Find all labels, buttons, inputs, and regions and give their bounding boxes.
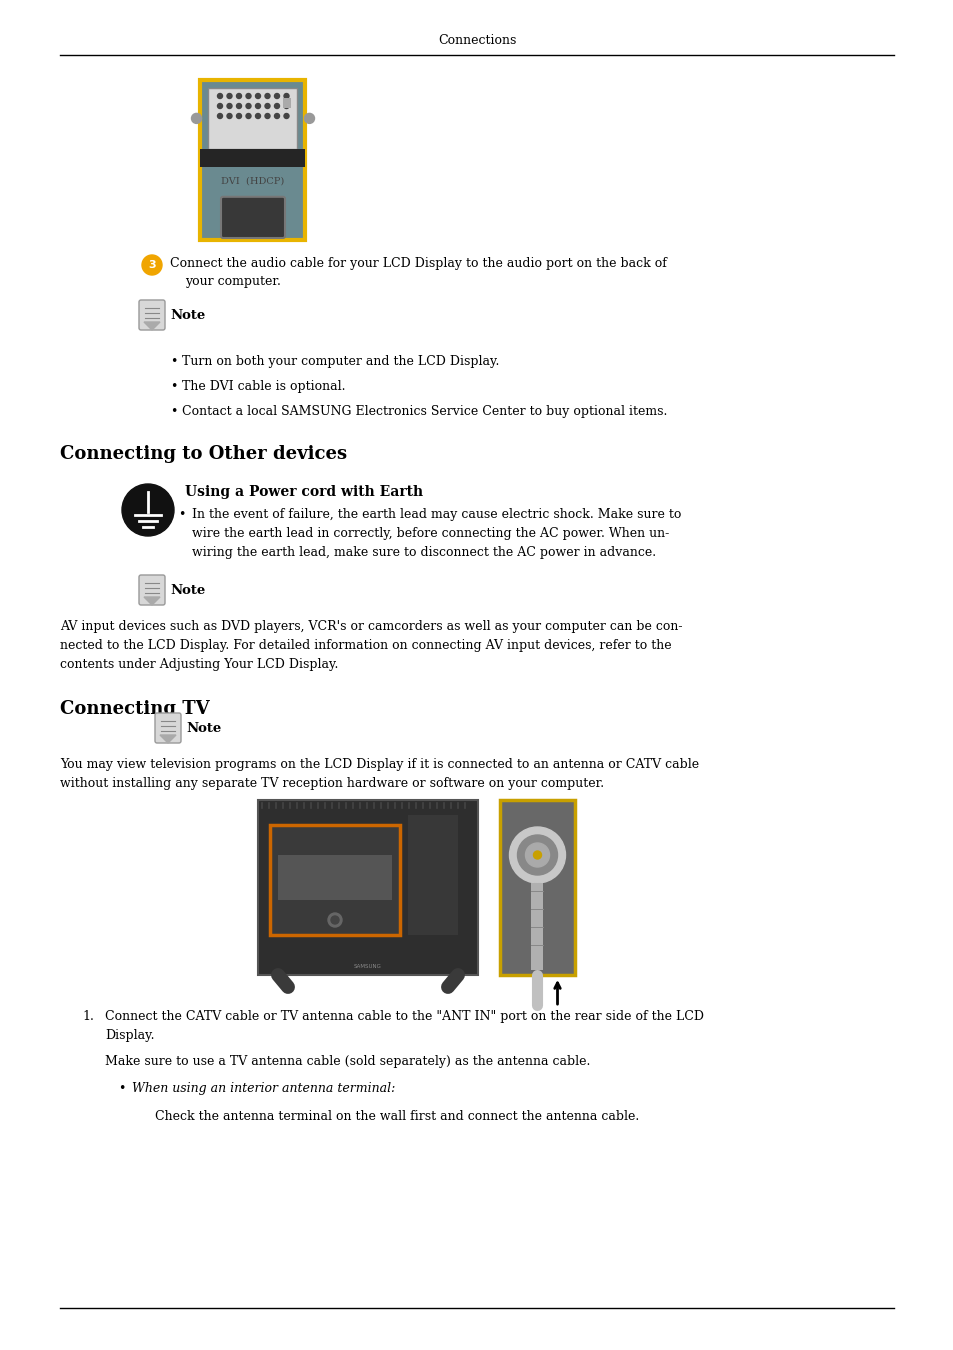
FancyBboxPatch shape — [257, 801, 477, 975]
FancyBboxPatch shape — [531, 883, 543, 971]
Text: •: • — [170, 379, 177, 393]
Circle shape — [284, 104, 289, 108]
Text: Connecting to Other devices: Connecting to Other devices — [60, 446, 347, 463]
Text: Connect the CATV cable or TV antenna cable to the "ANT IN" port on the rear side: Connect the CATV cable or TV antenna cab… — [105, 1010, 703, 1042]
Text: You may view television programs on the LCD Display if it is connected to an ant: You may view television programs on the … — [60, 757, 699, 790]
Circle shape — [122, 485, 173, 536]
Text: Using a Power cord with Earth: Using a Power cord with Earth — [185, 485, 423, 500]
Text: Note: Note — [170, 585, 205, 597]
Circle shape — [217, 113, 222, 119]
FancyBboxPatch shape — [209, 88, 297, 148]
Circle shape — [255, 104, 260, 108]
Circle shape — [509, 828, 565, 883]
Polygon shape — [144, 323, 160, 329]
Circle shape — [227, 113, 232, 119]
Circle shape — [255, 93, 260, 99]
Text: DVI  (HDCP): DVI (HDCP) — [221, 177, 284, 185]
Circle shape — [331, 917, 338, 923]
Text: 3: 3 — [148, 261, 155, 270]
Circle shape — [274, 113, 279, 119]
Circle shape — [517, 836, 557, 875]
Circle shape — [304, 113, 314, 123]
Text: Contact a local SAMSUNG Electronics Service Center to buy optional items.: Contact a local SAMSUNG Electronics Serv… — [182, 405, 667, 418]
Circle shape — [284, 113, 289, 119]
Text: •: • — [170, 355, 177, 369]
Circle shape — [192, 113, 201, 123]
Circle shape — [142, 255, 162, 275]
Circle shape — [236, 113, 241, 119]
Text: Turn on both your computer and the LCD Display.: Turn on both your computer and the LCD D… — [182, 355, 498, 369]
Circle shape — [265, 104, 270, 108]
Text: In the event of failure, the earth lead may cause electric shock. Make sure to
w: In the event of failure, the earth lead … — [192, 508, 680, 559]
Text: Connecting TV: Connecting TV — [60, 701, 210, 718]
Polygon shape — [144, 597, 160, 605]
Text: Note: Note — [186, 722, 221, 734]
FancyBboxPatch shape — [499, 801, 575, 975]
Text: •: • — [178, 508, 185, 521]
Text: The DVI cable is optional.: The DVI cable is optional. — [182, 379, 345, 393]
Text: Connect the audio cable for your LCD Display to the audio port on the back of: Connect the audio cable for your LCD Dis… — [170, 256, 666, 270]
FancyBboxPatch shape — [221, 197, 285, 238]
FancyBboxPatch shape — [270, 825, 399, 936]
Text: Connections: Connections — [437, 34, 516, 47]
FancyBboxPatch shape — [200, 148, 305, 167]
FancyBboxPatch shape — [139, 575, 165, 605]
Circle shape — [246, 104, 251, 108]
Text: When using an interior antenna terminal:: When using an interior antenna terminal: — [132, 1081, 395, 1095]
Circle shape — [274, 104, 279, 108]
Circle shape — [328, 913, 341, 927]
Circle shape — [227, 104, 232, 108]
FancyBboxPatch shape — [154, 713, 181, 743]
Text: •: • — [118, 1081, 125, 1095]
Circle shape — [265, 93, 270, 99]
Text: Make sure to use a TV antenna cable (sold separately) as the antenna cable.: Make sure to use a TV antenna cable (sol… — [105, 1054, 590, 1068]
Circle shape — [255, 113, 260, 119]
Text: Note: Note — [170, 309, 205, 323]
Text: 1.: 1. — [82, 1010, 93, 1023]
FancyBboxPatch shape — [408, 815, 457, 936]
Circle shape — [217, 104, 222, 108]
Text: SAMSUNG: SAMSUNG — [354, 964, 381, 969]
Text: your computer.: your computer. — [185, 275, 280, 288]
Circle shape — [284, 93, 289, 99]
FancyBboxPatch shape — [283, 99, 291, 108]
Polygon shape — [160, 734, 175, 743]
Circle shape — [274, 93, 279, 99]
Circle shape — [236, 93, 241, 99]
Circle shape — [246, 113, 251, 119]
Text: AV input devices such as DVD players, VCR's or camcorders as well as your comput: AV input devices such as DVD players, VC… — [60, 620, 681, 671]
FancyBboxPatch shape — [277, 855, 392, 900]
Text: Check the antenna terminal on the wall first and connect the antenna cable.: Check the antenna terminal on the wall f… — [154, 1110, 639, 1123]
FancyBboxPatch shape — [139, 300, 165, 329]
Text: •: • — [170, 405, 177, 418]
Circle shape — [217, 93, 222, 99]
FancyBboxPatch shape — [200, 80, 305, 240]
Circle shape — [227, 93, 232, 99]
Circle shape — [525, 842, 549, 867]
Circle shape — [533, 850, 541, 859]
Circle shape — [246, 93, 251, 99]
Circle shape — [265, 113, 270, 119]
Circle shape — [236, 104, 241, 108]
